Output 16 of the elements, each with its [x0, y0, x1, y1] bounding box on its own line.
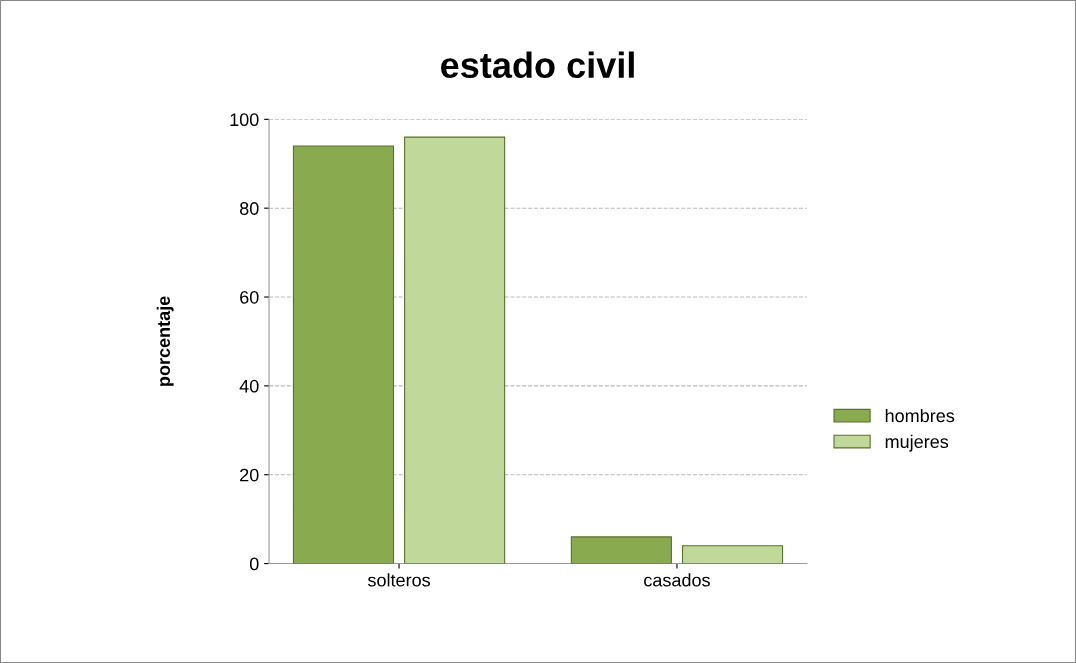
- legend-label: hombres: [885, 408, 955, 423]
- x-tick-label: casados: [644, 573, 710, 587]
- bar: [570, 536, 672, 564]
- bar: [292, 145, 395, 564]
- bar: [681, 545, 784, 564]
- x-tick-label: solteros: [367, 573, 431, 587]
- y-tick-label: 60: [240, 290, 259, 304]
- chart-title: estado civil: [441, 51, 634, 79]
- y-tick-label: 0: [249, 557, 259, 571]
- y-tick-label: 20: [240, 468, 259, 482]
- y-tick-label: 40: [239, 379, 259, 393]
- bar: [404, 136, 506, 564]
- y-tick-label: 80: [239, 202, 259, 215]
- y-axis-title: porcentaje: [156, 296, 174, 386]
- legend-label: mujeres: [885, 434, 949, 452]
- y-tick-label: 100: [230, 113, 259, 127]
